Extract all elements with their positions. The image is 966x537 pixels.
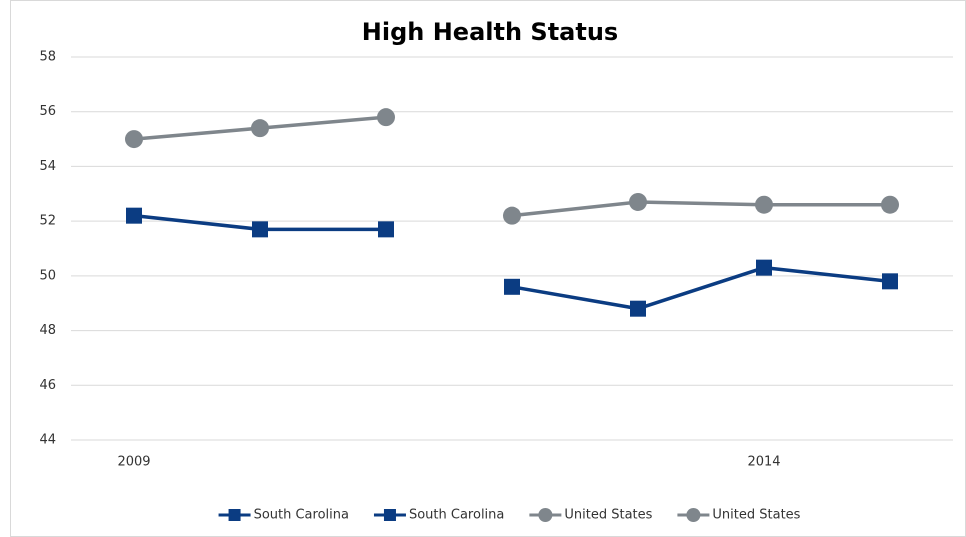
marker [756,259,772,276]
y-tick-label: 44 [39,433,56,448]
y-tick-label: 46 [39,378,56,393]
series-line [511,200,890,218]
legend-item: United States [677,508,801,523]
marker [881,195,899,214]
marker [882,273,898,290]
y-tick-label: 58 [39,50,56,65]
marker [251,119,269,138]
legend-label: United States [564,508,652,523]
legend-item: South Carolina [373,508,504,523]
y-tick-label: 52 [39,214,56,229]
marker [504,278,520,295]
y-tick-label: 48 [39,323,56,338]
legend-label: South Carolina [254,508,349,523]
legend-item: South Carolina [218,508,349,523]
marker [383,509,396,521]
series-line [511,265,891,311]
marker [629,192,647,211]
y-tick-label: 56 [39,104,56,119]
x-tick-label: 2014 [747,455,780,470]
marker [125,130,143,149]
marker [377,108,395,127]
legend-item: United States [529,508,653,523]
legend-label: South Carolina [409,508,504,523]
marker [378,221,394,238]
marker [538,508,553,522]
marker [630,300,646,317]
y-tick-label: 50 [39,268,56,283]
marker [686,508,701,522]
legend-label: United States [712,508,800,523]
chart-frame [10,0,966,537]
y-tick-label: 54 [39,159,56,174]
marker [503,206,521,225]
chart-title: High Health Status [362,18,618,46]
marker [252,221,268,238]
x-tick-label: 2009 [117,455,150,470]
marker [755,195,773,214]
marker [228,509,241,521]
marker [126,207,142,224]
